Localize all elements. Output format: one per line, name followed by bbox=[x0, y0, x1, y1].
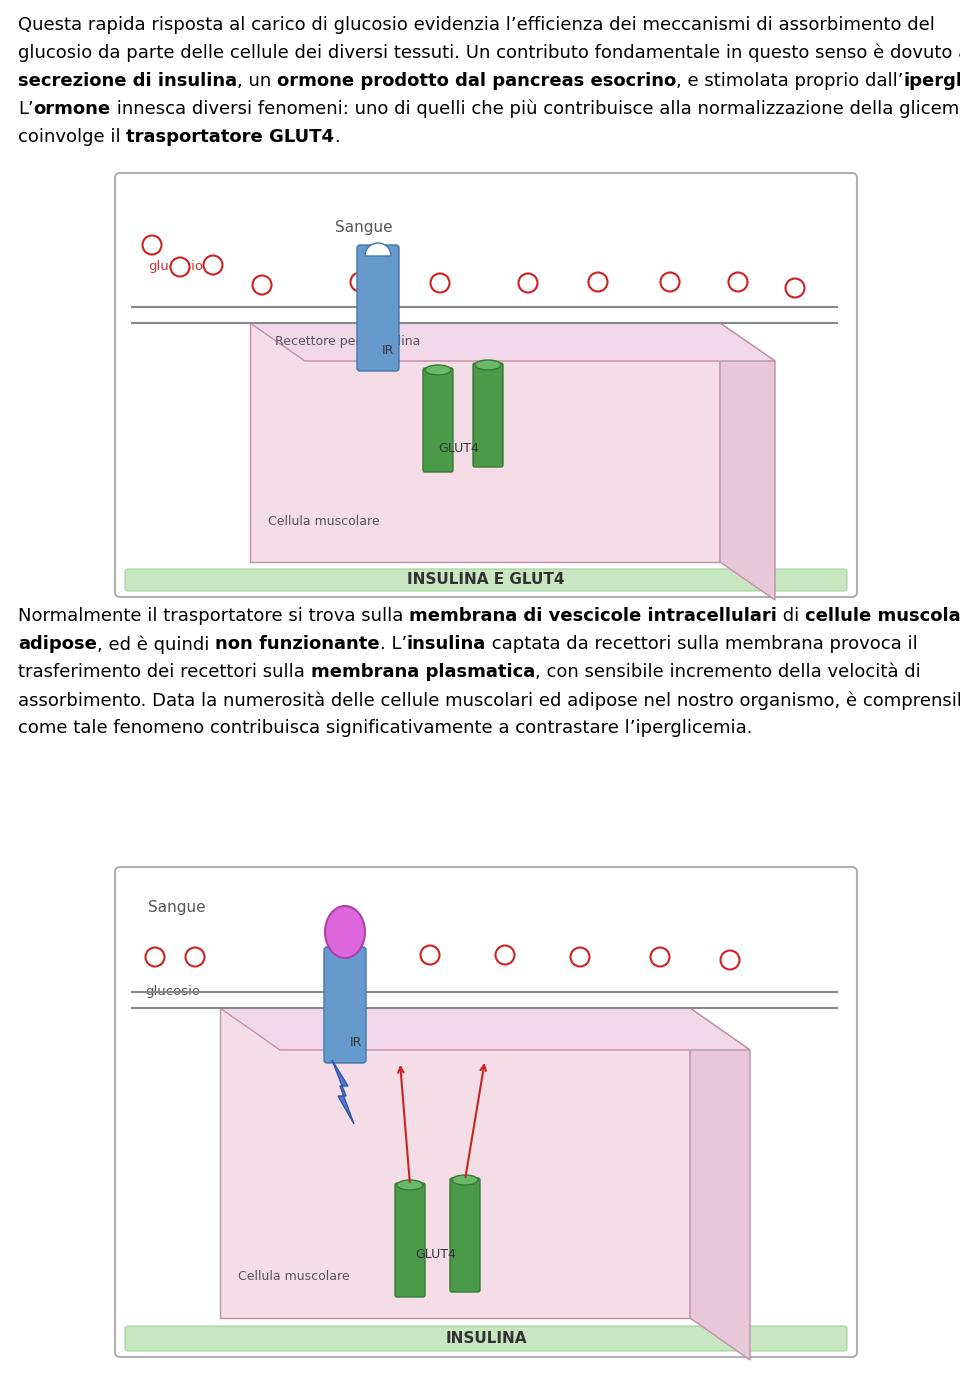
Polygon shape bbox=[250, 323, 775, 361]
Text: GLUT4: GLUT4 bbox=[438, 441, 479, 455]
Circle shape bbox=[420, 946, 440, 964]
FancyBboxPatch shape bbox=[125, 1327, 847, 1351]
Text: Questa rapida risposta al carico di glucosio evidenzia l’efficienza dei meccanis: Questa rapida risposta al carico di gluc… bbox=[18, 17, 935, 34]
Wedge shape bbox=[365, 243, 391, 256]
Text: adipose: adipose bbox=[18, 634, 97, 654]
Circle shape bbox=[350, 273, 370, 291]
Text: iperglicemia: iperglicemia bbox=[904, 72, 960, 90]
FancyBboxPatch shape bbox=[423, 368, 453, 472]
Text: L’: L’ bbox=[18, 101, 34, 119]
Text: captata da recettori sulla membrana provoca il: captata da recettori sulla membrana prov… bbox=[486, 634, 918, 654]
Text: ormone: ormone bbox=[34, 101, 110, 119]
Bar bbox=[220, 1008, 690, 1318]
Circle shape bbox=[518, 273, 538, 292]
Ellipse shape bbox=[452, 1175, 478, 1185]
Ellipse shape bbox=[397, 1180, 423, 1190]
Text: glucosio: glucosio bbox=[148, 261, 203, 273]
Text: innesca diversi fenomeni: uno di quelli che più contribuisce alla normalizzazion: innesca diversi fenomeni: uno di quelli … bbox=[110, 101, 960, 119]
Text: . L’: . L’ bbox=[379, 634, 407, 654]
FancyBboxPatch shape bbox=[115, 867, 857, 1357]
Text: insulina: insulina bbox=[407, 634, 486, 654]
Text: , e stimolata proprio dall’: , e stimolata proprio dall’ bbox=[677, 72, 904, 90]
Text: , con sensibile incremento della velocità di: , con sensibile incremento della velocit… bbox=[535, 663, 921, 681]
Text: IR: IR bbox=[350, 1036, 362, 1048]
Text: , un: , un bbox=[237, 72, 277, 90]
Text: Cellula muscolare: Cellula muscolare bbox=[268, 514, 379, 528]
FancyBboxPatch shape bbox=[473, 363, 503, 467]
Text: coinvolge il: coinvolge il bbox=[18, 128, 127, 146]
Circle shape bbox=[721, 950, 739, 969]
Text: secrezione di insulina: secrezione di insulina bbox=[18, 72, 237, 90]
Ellipse shape bbox=[475, 360, 501, 370]
Text: ormone prodotto dal pancreas esocrino: ormone prodotto dal pancreas esocrino bbox=[277, 72, 677, 90]
Polygon shape bbox=[690, 1008, 750, 1360]
Text: di: di bbox=[777, 607, 805, 625]
Circle shape bbox=[346, 945, 365, 964]
Text: Normalmente il trasportatore si trova sulla: Normalmente il trasportatore si trova su… bbox=[18, 607, 409, 625]
Circle shape bbox=[204, 255, 223, 274]
Circle shape bbox=[495, 946, 515, 964]
FancyBboxPatch shape bbox=[125, 570, 847, 592]
Polygon shape bbox=[332, 1060, 354, 1124]
Circle shape bbox=[660, 273, 680, 291]
Text: membrana di vescicole intracellulari: membrana di vescicole intracellulari bbox=[409, 607, 777, 625]
Text: Sangue: Sangue bbox=[335, 221, 393, 234]
Text: , ed è quindi: , ed è quindi bbox=[97, 634, 215, 654]
Text: IR: IR bbox=[382, 343, 395, 357]
Text: come tale fenomeno contribuisca significativamente a contrastare l’iperglicemia.: come tale fenomeno contribuisca signific… bbox=[18, 718, 753, 736]
Circle shape bbox=[651, 947, 669, 967]
FancyBboxPatch shape bbox=[115, 172, 857, 597]
Circle shape bbox=[252, 276, 272, 295]
Polygon shape bbox=[720, 323, 775, 600]
Text: glucosio: glucosio bbox=[145, 985, 200, 998]
FancyBboxPatch shape bbox=[324, 947, 366, 1063]
Circle shape bbox=[146, 947, 164, 967]
Bar bbox=[250, 323, 720, 563]
Circle shape bbox=[570, 947, 589, 967]
Circle shape bbox=[142, 236, 161, 255]
Text: INSULINA E GLUT4: INSULINA E GLUT4 bbox=[407, 572, 564, 587]
Text: non funzionante: non funzionante bbox=[215, 634, 379, 654]
Circle shape bbox=[785, 279, 804, 298]
Text: assorbimento. Data la numerosità delle cellule muscolari ed adipose nel nostro o: assorbimento. Data la numerosità delle c… bbox=[18, 691, 960, 710]
Text: Cellula muscolare: Cellula muscolare bbox=[238, 1270, 349, 1282]
Text: glucosio da parte delle cellule dei diversi tessuti. Un contributo fondamentale : glucosio da parte delle cellule dei dive… bbox=[18, 44, 960, 62]
FancyBboxPatch shape bbox=[395, 1183, 425, 1298]
Text: trasportatore GLUT4: trasportatore GLUT4 bbox=[127, 128, 334, 146]
Text: Sangue: Sangue bbox=[148, 900, 205, 916]
Ellipse shape bbox=[425, 365, 451, 375]
Text: membrana plasmatica: membrana plasmatica bbox=[311, 663, 535, 681]
Circle shape bbox=[171, 258, 189, 277]
Circle shape bbox=[430, 273, 449, 292]
Text: trasferimento dei recettori sulla: trasferimento dei recettori sulla bbox=[18, 663, 311, 681]
FancyBboxPatch shape bbox=[450, 1178, 480, 1292]
Text: INSULINA: INSULINA bbox=[445, 1331, 527, 1346]
FancyBboxPatch shape bbox=[357, 245, 399, 371]
Circle shape bbox=[185, 947, 204, 967]
Circle shape bbox=[588, 273, 608, 291]
Circle shape bbox=[729, 273, 748, 291]
Text: GLUT4: GLUT4 bbox=[415, 1248, 456, 1262]
Ellipse shape bbox=[325, 906, 365, 958]
Text: Recettore per l’insulina: Recettore per l’insulina bbox=[275, 335, 420, 348]
Polygon shape bbox=[220, 1008, 750, 1049]
Text: .: . bbox=[334, 128, 340, 146]
Text: cellule muscolari ed: cellule muscolari ed bbox=[805, 607, 960, 625]
